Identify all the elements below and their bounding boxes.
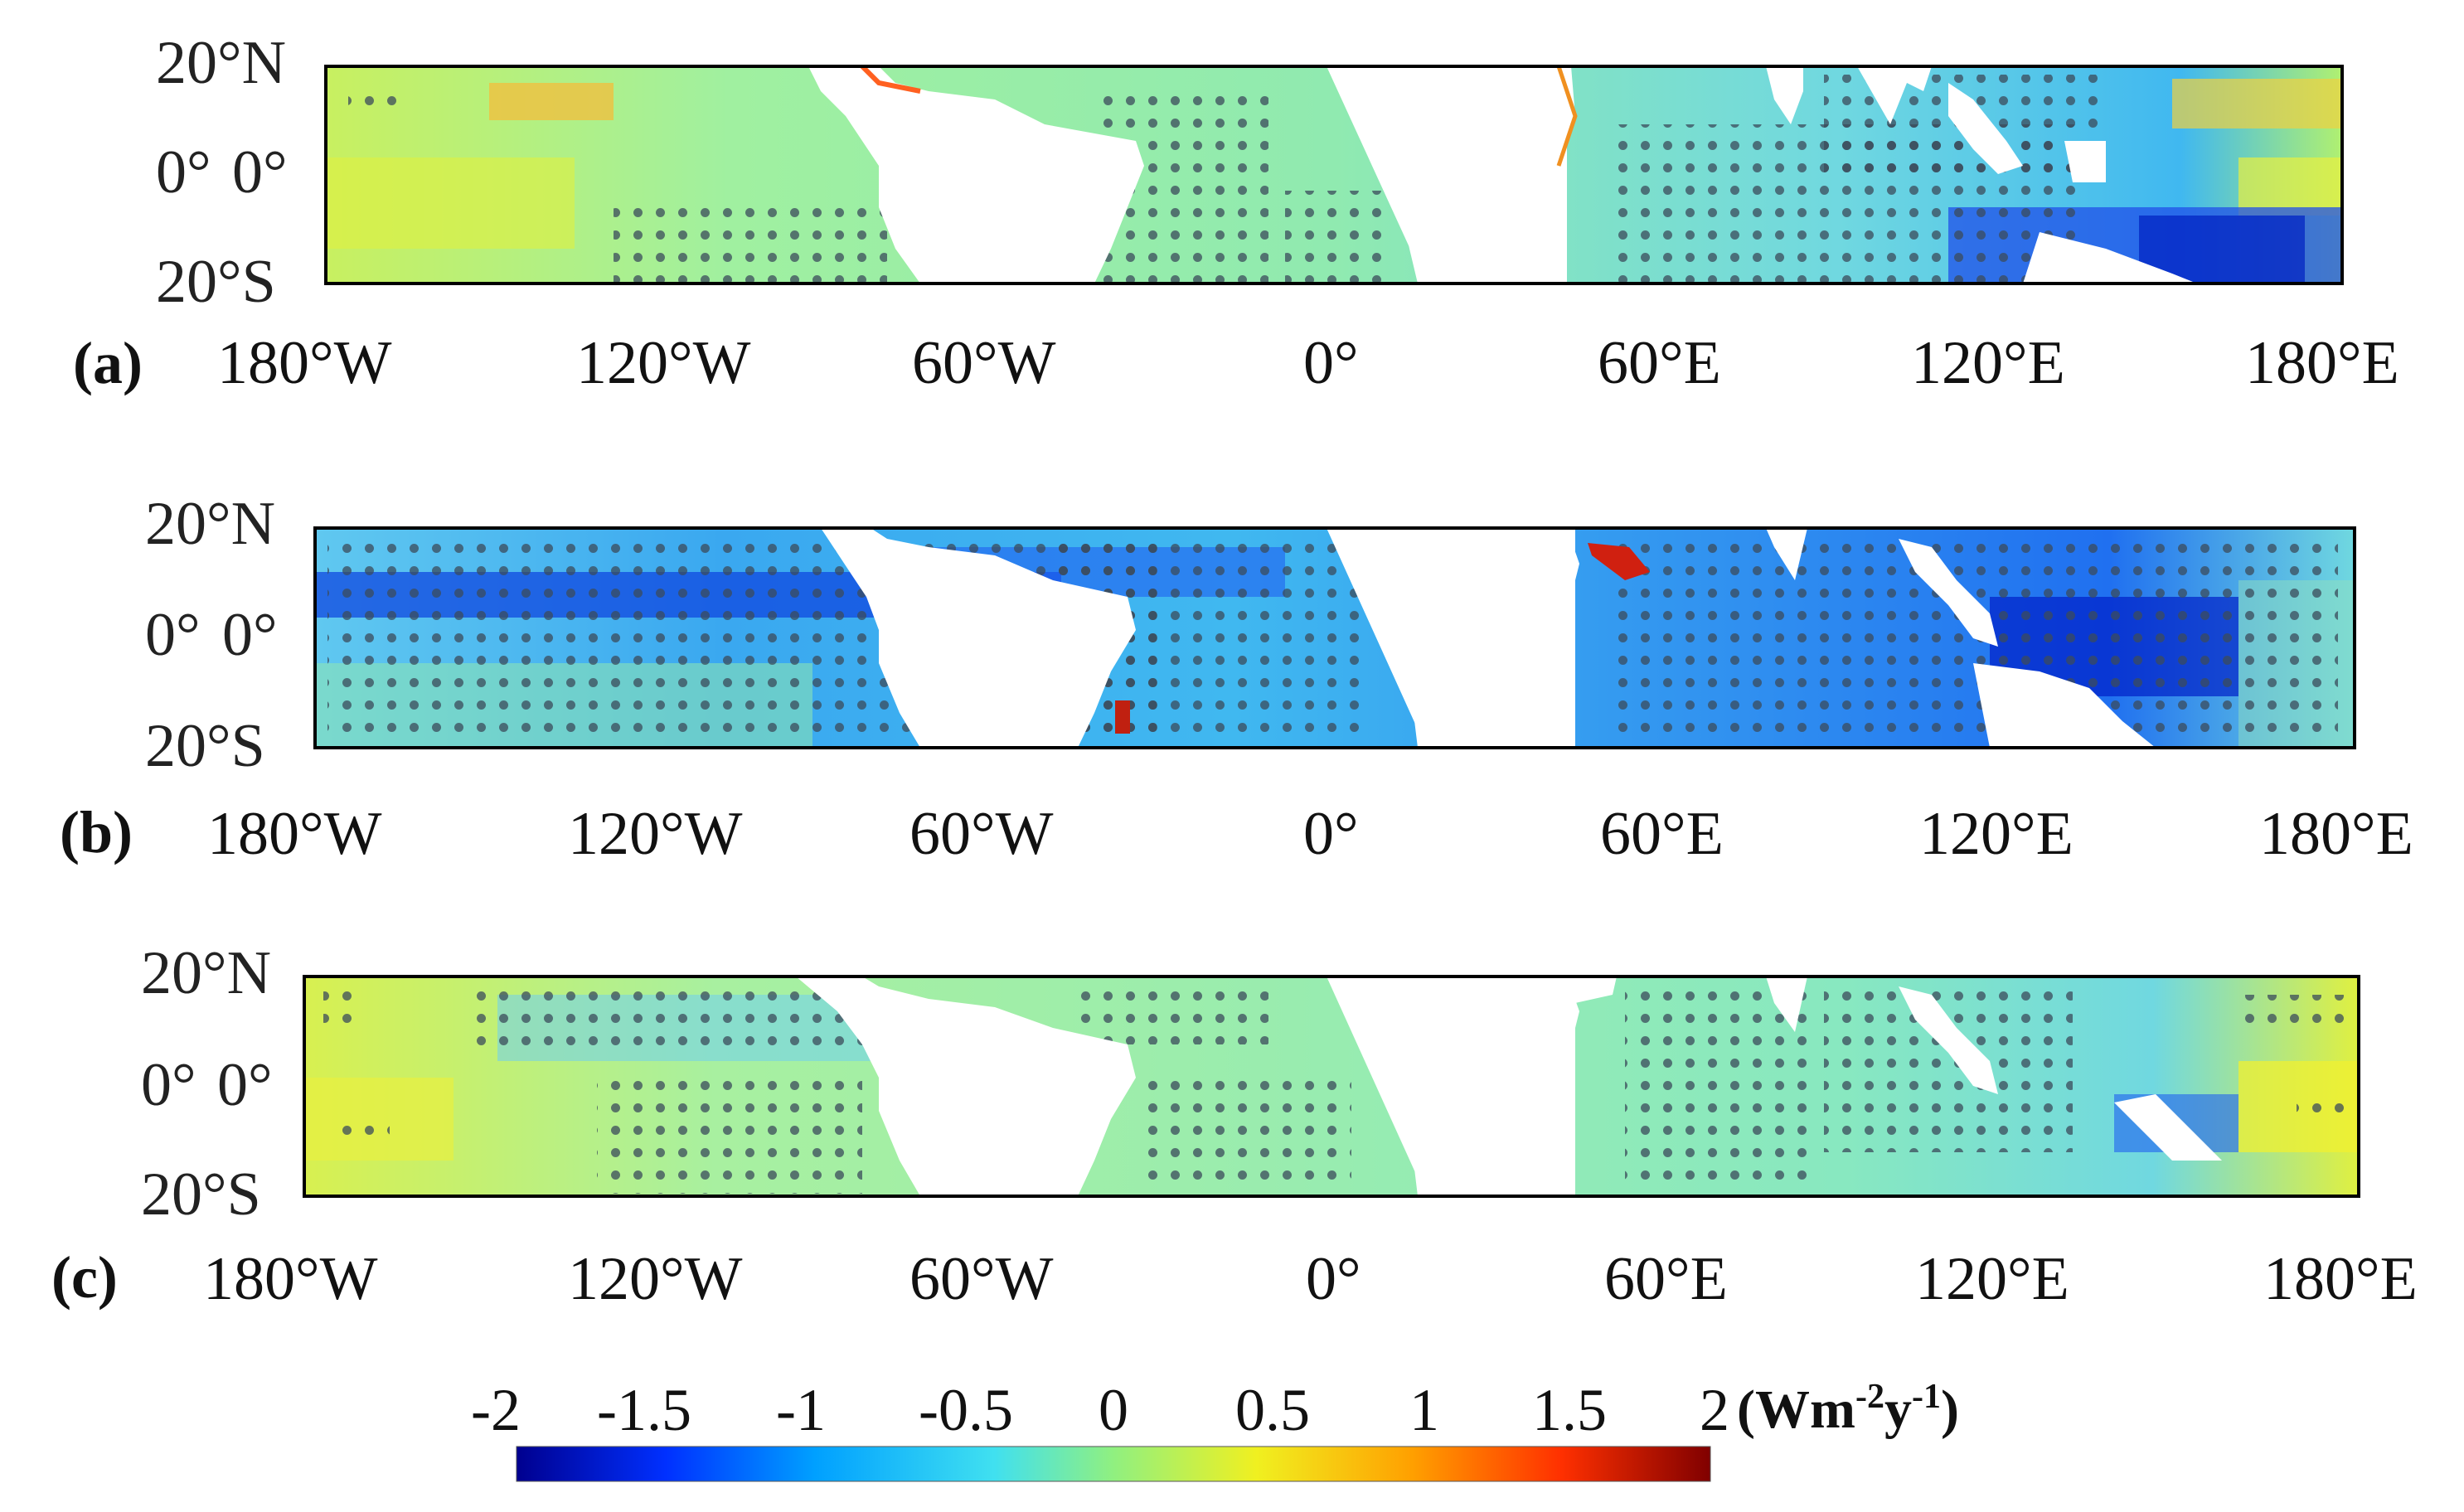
colorbar-ticks: -2 -1.5 -1 -0.5 0 0.5 1 1.5 2 [471, 1377, 1729, 1443]
lat-label-0-right-b: 0° [222, 601, 278, 669]
lon-label-180w-b: 180°W [207, 800, 382, 868]
lon-label-60w-c: 60°W [909, 1245, 1054, 1313]
lon-labels-a: 180°W 120°W 60°W 0° 60°E 120°E 180°E [217, 329, 2399, 397]
cb-tick-1: 1 [1409, 1377, 1439, 1443]
lon-label-180w: 180°W [217, 329, 392, 397]
lon-label-0: 0° [1303, 329, 1359, 397]
lon-label-120w-c: 120°W [568, 1245, 743, 1313]
lat-label-0-left-b: 0° [145, 601, 201, 669]
lon-label-180e-c: 180°E [2263, 1245, 2418, 1313]
lat-label-0-left-c: 0° [141, 1051, 196, 1119]
lon-label-60w: 60°W [912, 329, 1056, 397]
panel-label-b: (b) [60, 799, 133, 865]
lat-label-20s-c: 20°S [141, 1161, 261, 1228]
panel-c: 20°N 0° 0° 20°S (c) 180°W 120°W 60°W 0° … [51, 939, 2418, 1313]
lat-label-20s: 20°S [156, 248, 276, 316]
lat-label-0-right: 0° [232, 138, 288, 206]
colorbar-unit: (Wm-2y-1) [1737, 1378, 1959, 1440]
lon-label-60w-b: 60°W [909, 800, 1054, 868]
colorbar: -2 -1.5 -1 -0.5 0 0.5 1 1.5 2 (Wm-2y-1) [471, 1377, 1959, 1482]
cb-tick-1-5: 1.5 [1532, 1377, 1607, 1443]
lon-label-120w: 120°W [576, 329, 751, 397]
panel-label-c: (c) [51, 1244, 118, 1311]
lat-label-0-left: 0° [156, 138, 211, 206]
cb-tick-m1: -1 [776, 1377, 826, 1443]
lon-label-0-b: 0° [1303, 800, 1359, 868]
map-panel-a [324, 64, 2344, 285]
colorbar-gradient [516, 1446, 1711, 1482]
lon-label-180w-c: 180°W [203, 1245, 378, 1313]
cb-tick-0: 0 [1099, 1377, 1128, 1443]
lat-label-20n-c: 20°N [141, 939, 271, 1007]
panel-a: 20°N 0° 0° 20°S (a) 180°W 120°W 60°W 0° … [73, 29, 2399, 397]
lat-label-20s-b: 20°S [145, 712, 265, 780]
lon-label-120e-c: 120°E [1915, 1245, 2069, 1313]
lon-labels-c: 180°W 120°W 60°W 0° 60°E 120°E 180°E [203, 1245, 2418, 1313]
lon-label-60e-c: 60°E [1604, 1245, 1728, 1313]
panel-b: 20°N 0° 0° 20°S (b) 180°W 120°W 60°W 0° … [60, 490, 2413, 868]
lat-label-20n: 20°N [156, 29, 286, 97]
lon-label-120e: 120°E [1911, 329, 2065, 397]
lon-label-180e-b: 180°E [2259, 800, 2413, 868]
panel-label-a: (a) [73, 330, 143, 396]
cb-tick-0-5: 0.5 [1235, 1377, 1310, 1443]
cb-tick-2: 2 [1700, 1377, 1729, 1443]
cb-tick-m1-5: -1.5 [597, 1377, 691, 1443]
lon-label-120e-b: 120°E [1919, 800, 2074, 868]
lon-label-60e-b: 60°E [1600, 800, 1724, 868]
lon-labels-b: 180°W 120°W 60°W 0° 60°E 120°E 180°E [207, 800, 2413, 868]
lon-label-180e: 180°E [2245, 329, 2399, 397]
map-panel-c [303, 975, 2360, 1198]
cb-tick-m2: -2 [471, 1377, 521, 1443]
lat-label-20n-b: 20°N [145, 490, 275, 558]
cb-tick-m0-5: -0.5 [919, 1377, 1013, 1443]
lon-label-60e: 60°E [1598, 329, 1721, 397]
lat-label-0-right-c: 0° [217, 1051, 273, 1119]
lon-label-120w-b: 120°W [568, 800, 743, 868]
lon-label-0-c: 0° [1306, 1245, 1361, 1313]
map-panel-b [313, 526, 2356, 749]
